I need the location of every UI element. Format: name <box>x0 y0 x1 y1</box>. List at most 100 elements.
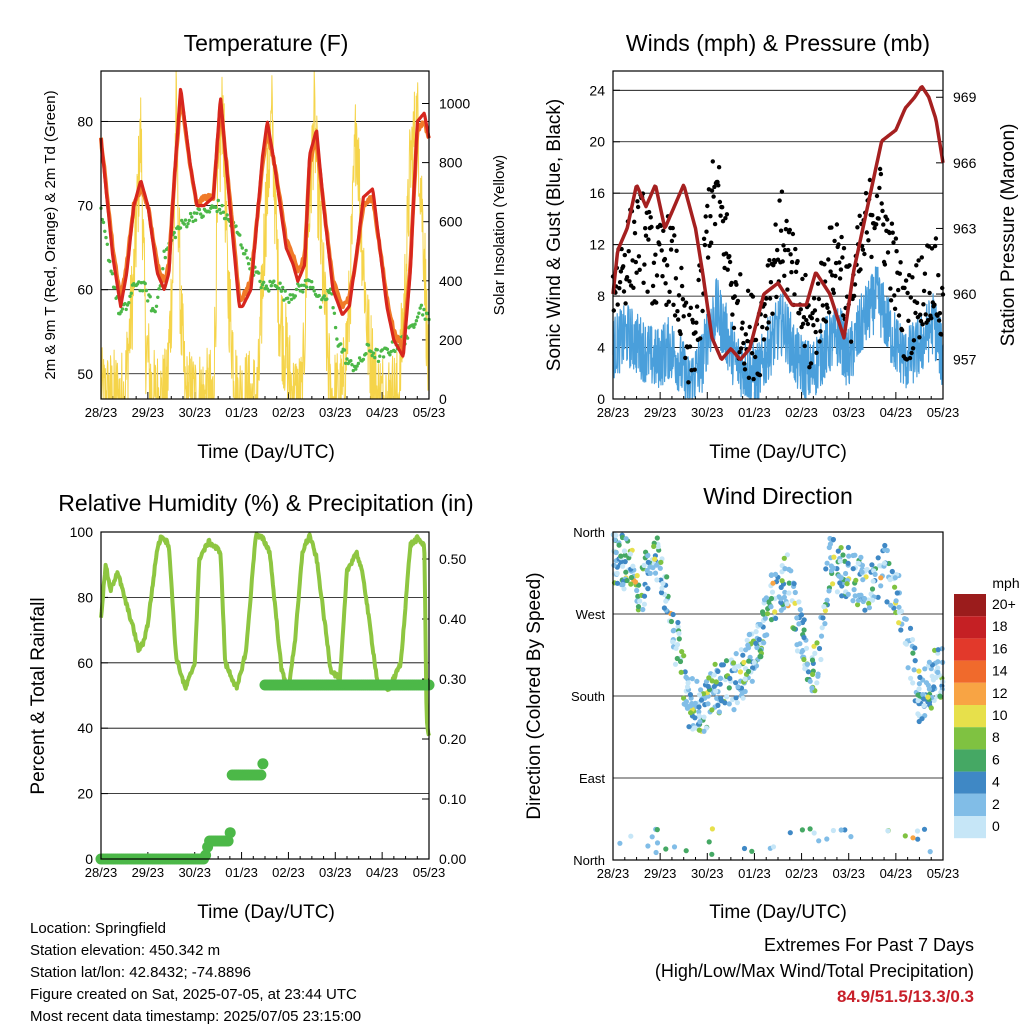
dewpoint-point <box>259 286 263 290</box>
dewpoint-point <box>123 302 127 306</box>
gust-point <box>766 320 771 325</box>
gust-point <box>820 303 825 308</box>
direction-point <box>892 584 898 590</box>
gust-point <box>767 296 773 301</box>
direction-point <box>684 684 691 690</box>
direction-point <box>645 586 651 592</box>
direction-point <box>654 577 660 583</box>
dewpoint-point <box>172 230 176 235</box>
gust-point <box>611 308 616 313</box>
gust-point <box>637 267 642 272</box>
gust-point <box>632 219 637 224</box>
gust-point <box>905 290 910 296</box>
dewpoint-point <box>364 352 368 356</box>
gust-point <box>836 242 841 247</box>
dewpoint-point <box>366 343 371 347</box>
gust-point <box>792 292 797 297</box>
dewpoint-point <box>415 315 420 319</box>
direction-point <box>658 590 665 596</box>
insolation-line <box>100 70 430 400</box>
gust-point <box>751 376 756 382</box>
gust-point <box>814 350 819 355</box>
direction-point <box>715 702 721 709</box>
gust-point <box>825 305 830 310</box>
direction-point <box>786 590 792 596</box>
direction-point <box>696 704 702 710</box>
gust-point <box>643 233 649 238</box>
dewpoint-point <box>161 267 165 271</box>
gust-point <box>738 272 743 277</box>
direction-point <box>925 694 931 700</box>
direction-point <box>801 627 807 633</box>
temperature-y2label: Solar Insolation (Yellow) <box>491 155 508 315</box>
legend-swatch <box>954 660 986 683</box>
gust-point <box>778 228 784 233</box>
direction-point <box>671 844 678 850</box>
direction-point <box>807 826 813 832</box>
legend-swatch <box>954 682 986 705</box>
precip-point <box>257 758 269 770</box>
direction-point <box>878 575 884 581</box>
direction-point <box>761 640 767 646</box>
humidity-title: Relative Humidity (%) & Precipitation (i… <box>58 490 473 516</box>
gust-point <box>888 298 894 303</box>
gust-point <box>801 315 807 320</box>
direction-point <box>756 636 762 643</box>
direction-point <box>830 536 837 543</box>
direction-point <box>784 601 790 607</box>
gust-point <box>857 213 862 218</box>
gust-point <box>742 361 747 366</box>
direction-point <box>782 589 788 595</box>
gust-point <box>829 225 834 230</box>
dewpoint-point <box>299 283 304 287</box>
direction-point <box>705 701 711 707</box>
dewpoint-point <box>333 325 338 330</box>
gust-point <box>690 320 696 325</box>
dewpoint-point <box>183 218 188 222</box>
direction-point <box>683 848 689 854</box>
direction-point <box>688 710 694 716</box>
direction-point <box>881 560 888 566</box>
direction-point <box>630 563 636 569</box>
wind-speed-line <box>612 266 944 400</box>
gust-point <box>617 286 622 291</box>
extremes-box: Extremes For Past 7 Days (High/Low/Max W… <box>655 932 974 1010</box>
direction-point <box>749 848 755 854</box>
direction-point <box>921 703 927 709</box>
direction-point <box>787 830 793 836</box>
direction-point <box>635 604 642 610</box>
gust-point <box>789 270 794 275</box>
direction-point <box>851 587 857 593</box>
gust-point <box>680 297 686 302</box>
direction-point <box>779 578 785 584</box>
gust-point <box>760 324 765 330</box>
gust-point <box>786 247 791 253</box>
gust-point <box>646 209 652 215</box>
direction-point <box>792 600 798 606</box>
dewpoint-point <box>332 311 337 315</box>
gust-point <box>702 242 708 248</box>
gust-point <box>672 313 678 318</box>
dewpoint-point <box>310 280 314 284</box>
direction-point <box>714 695 720 701</box>
gust-point <box>877 185 882 191</box>
direction-point <box>843 570 849 577</box>
gust-point <box>692 367 697 372</box>
gust-point <box>838 267 844 272</box>
dewpoint-point <box>370 353 374 358</box>
direction-point <box>814 640 820 646</box>
legend-swatch <box>954 749 986 772</box>
direction-point <box>915 711 921 717</box>
temperature-xlabel: Time (Day/UTC) <box>197 442 335 463</box>
gust-point <box>917 335 922 340</box>
direction-point <box>664 574 670 580</box>
dewpoint-point <box>224 216 228 220</box>
direction-point <box>930 676 937 683</box>
direction-point <box>634 573 640 579</box>
dewpoint-point <box>388 353 392 357</box>
dewpoint-point <box>243 252 247 256</box>
gust-point <box>807 365 812 370</box>
gust-point <box>753 337 759 343</box>
gust-point <box>891 240 896 245</box>
dewpoint-point <box>283 289 287 293</box>
